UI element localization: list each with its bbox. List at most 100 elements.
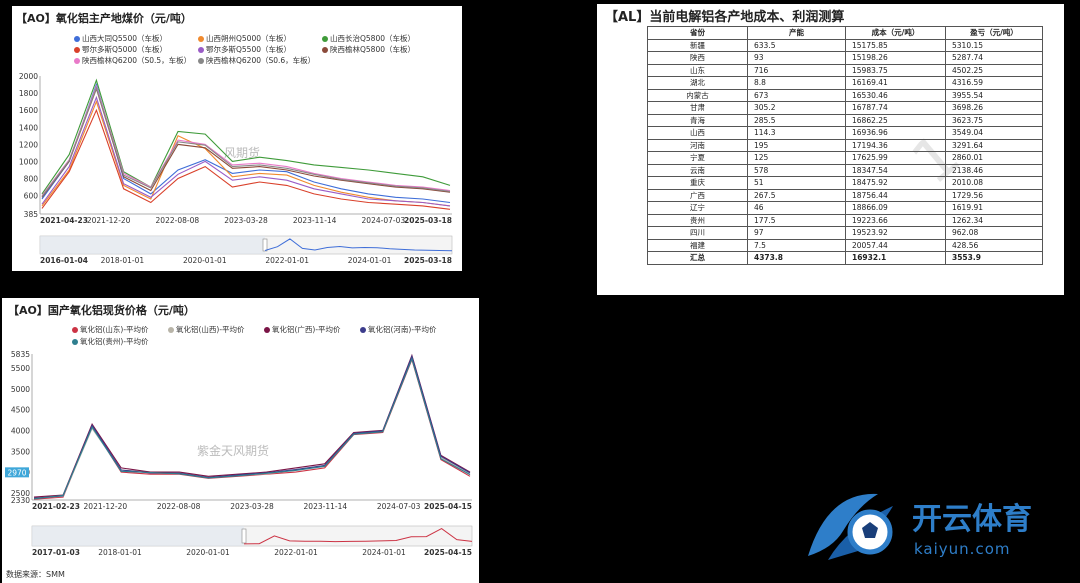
table-cell: 16169.41 — [845, 76, 946, 90]
table-cell: 305.2 — [747, 101, 846, 115]
table-cell: 18347.54 — [845, 163, 946, 177]
table-cell: 7.5 — [747, 238, 846, 252]
brand-name: 开云体育 — [912, 502, 1032, 537]
legend-item[interactable]: 氧化铝(山东)-平均价 — [72, 324, 149, 335]
legend-item[interactable]: 鄂尔多斯Q5000（车板） — [74, 44, 167, 55]
table-cell: 16932.1 — [845, 251, 946, 265]
legend-label: 氧化铝(广西)-平均价 — [272, 325, 341, 334]
table-cell: 114.3 — [747, 126, 846, 140]
table-cell: 195 — [747, 138, 846, 152]
table-cell: 3549.04 — [945, 126, 1043, 140]
table-row: 宁夏 125 17625.99 2860.01 — [647, 151, 1043, 165]
series-line — [41, 99, 451, 207]
kaiyun-logo-icon — [808, 493, 893, 560]
y-tick-label: 5835 — [11, 350, 30, 359]
table-row: 青海 285.5 16862.25 3623.75 — [647, 113, 1043, 127]
legend-item[interactable]: 鄂尔多斯Q5500（车板） — [198, 44, 291, 55]
navigator-handle[interactable] — [241, 528, 247, 544]
coal-price-title: 【AO】氧化铝主产地煤价（元/吨） — [16, 12, 192, 25]
navigator-selection[interactable] — [32, 526, 244, 546]
last-value-badge — [5, 467, 29, 478]
cost-table-title: 【AL】当前电解铝各产地成本、利润测算 — [605, 10, 845, 25]
column-header: 产能 — [747, 26, 846, 40]
table-cell: 辽宁 — [647, 201, 748, 215]
table-cell: 汇总 — [647, 251, 748, 265]
legend-label: 氧化铝(山西)-平均价 — [176, 325, 245, 334]
table-cell: 1262.34 — [945, 213, 1043, 227]
table-cell: 湖北 — [647, 76, 748, 90]
y-tick-label: 1400 — [19, 123, 38, 132]
legend-swatch — [72, 326, 78, 333]
table-cell: 51 — [747, 176, 846, 190]
table-cell: 125 — [747, 151, 846, 165]
last-value-label: 2970 — [7, 468, 26, 477]
x-tick-label: 2022-08-08 — [156, 216, 200, 225]
table-cell: 19523.92 — [845, 226, 946, 240]
table-cell: 河南 — [647, 138, 748, 152]
table-cell: 20057.44 — [845, 238, 946, 252]
navigator-tick-label: 2025-03-18 — [404, 256, 452, 265]
table-cell: 4502.25 — [945, 63, 1043, 77]
y-tick-label: 1200 — [19, 140, 38, 149]
table-cell: 15198.26 — [845, 51, 946, 65]
table-cell: 内蒙古 — [647, 88, 748, 102]
table-cell: 8.8 — [747, 76, 846, 90]
table-cell: 2138.46 — [945, 163, 1043, 177]
table-cell: 16530.46 — [845, 88, 946, 102]
table-row: 贵州 177.5 19223.66 1262.34 — [647, 213, 1043, 227]
table-cell: 宁夏 — [647, 151, 748, 165]
legend-item[interactable]: 氧化铝(广西)-平均价 — [264, 324, 341, 335]
alumina-price-panel: 【AO】国产氧化铝现货价格（元/吨） 氧化铝(山东)-平均价 氧化铝(山西)-平均… — [2, 298, 479, 583]
legend-item[interactable]: 氧化铝(贵州)-平均价 — [72, 336, 149, 347]
table-cell: 云南 — [647, 163, 748, 177]
series-line — [33, 357, 471, 500]
table-row: 河南 195 17194.36 3291.64 — [647, 138, 1043, 152]
legend-item[interactable]: 山西大同Q5500（车板） — [74, 33, 167, 44]
table-cell: 5310.15 — [945, 38, 1043, 52]
legend-label: 氧化铝(河南)-平均价 — [368, 325, 437, 334]
legend-item[interactable]: 陕西榆林Q5800（车板） — [322, 44, 415, 55]
navigator-selection[interactable] — [40, 236, 265, 254]
legend-swatch — [168, 326, 174, 333]
legend-item[interactable]: 陕西榆林Q6200（S0.5，车板） — [74, 55, 191, 66]
table-cell: 山东 — [647, 63, 748, 77]
legend-swatch — [72, 338, 78, 345]
legend-item[interactable]: 氧化铝(河南)-平均价 — [360, 324, 437, 335]
legend-label: 氧化铝(山东)-平均价 — [80, 325, 149, 334]
table-row: 甘肃 305.2 16787.74 3698.26 — [647, 101, 1043, 115]
y-tick-label: 5500 — [11, 364, 30, 373]
legend-swatch — [198, 35, 204, 42]
legend-item[interactable]: 山西长治Q5800（车板） — [322, 33, 415, 44]
navigator-tick-label: 2020-01-01 — [186, 548, 230, 557]
y-tick-label: 385 — [24, 210, 39, 219]
legend-swatch — [74, 46, 80, 53]
x-tick-label: 2023-03-28 — [224, 216, 268, 225]
table-cell: 5287.74 — [945, 51, 1043, 65]
table-cell: 4316.59 — [945, 76, 1043, 90]
navigator-tick-label: 2017-01-03 — [32, 548, 80, 557]
table-cell: 山西 — [647, 126, 748, 140]
table-cell: 428.56 — [945, 238, 1043, 252]
data-source: 数据来源：SMM — [6, 570, 65, 579]
navigator-line — [243, 528, 473, 545]
legend-label: 鄂尔多斯Q5000（车板） — [82, 45, 167, 54]
legend-item[interactable]: 陕西榆林Q6200（S0.6，车板） — [198, 55, 315, 66]
x-tick-label: 2024-07-03 — [362, 216, 406, 225]
table-row: 内蒙古 673 16530.46 3955.54 — [647, 88, 1043, 102]
navigator-handle[interactable] — [262, 238, 268, 252]
alumina-price-chart: 2330250030003500400045005000550058352021… — [5, 350, 473, 557]
table-cell: 3291.64 — [945, 138, 1043, 152]
y-tick-label: 2500 — [11, 489, 30, 498]
table-cell: 重庆 — [647, 176, 748, 190]
legend-label: 山西大同Q5500（车板） — [82, 34, 167, 43]
legend-label: 山西朔州Q5000（车板） — [206, 34, 291, 43]
table-cell: 16787.74 — [845, 101, 946, 115]
coal-price-panel: 【AO】氧化铝主产地煤价（元/吨） 山西大同Q5500（车板） 山西朔州Q5000… — [12, 6, 462, 271]
legend-label: 山西长治Q5800（车板） — [330, 34, 415, 43]
legend-item[interactable]: 氧化铝(山西)-平均价 — [168, 324, 245, 335]
table-row: 新疆 633.5 15175.85 5310.15 — [647, 38, 1043, 52]
legend-label: 氧化铝(贵州)-平均价 — [80, 337, 149, 346]
table-cell: 285.5 — [747, 113, 846, 127]
legend-item[interactable]: 山西朔州Q5000（车板） — [198, 33, 291, 44]
coal-price-chart: 385 600 800 1000 1200 1400 1600 1800 2000 2021-04… — [19, 72, 453, 265]
